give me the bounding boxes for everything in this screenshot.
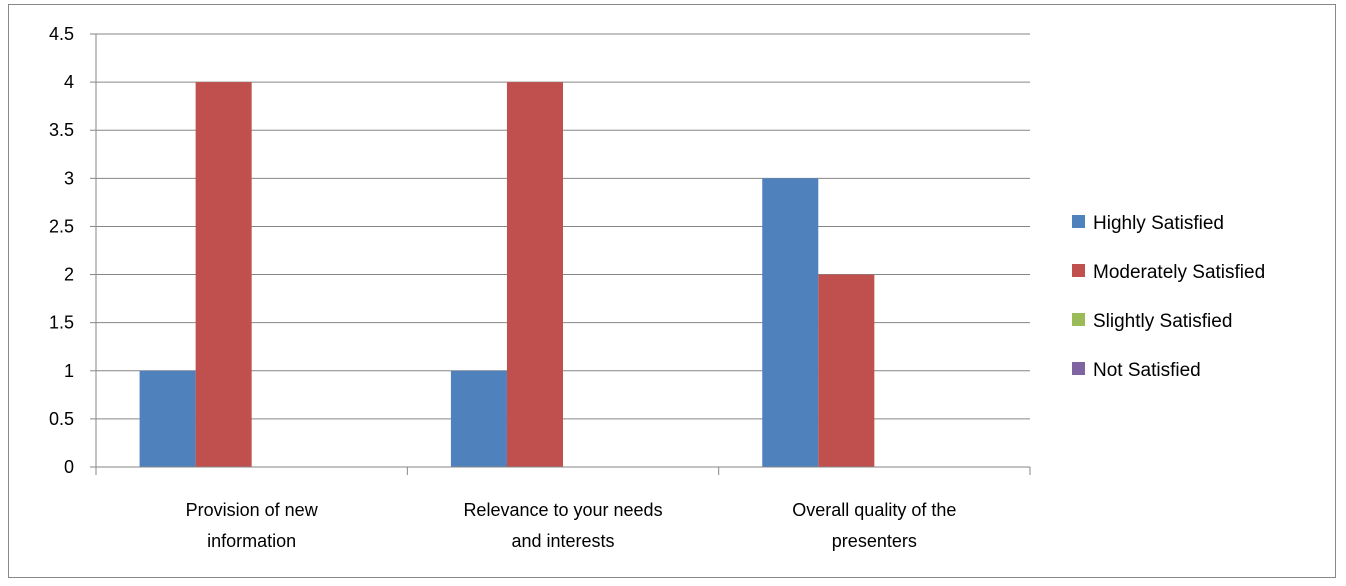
y-tick-label: 1 (64, 361, 74, 381)
axes (90, 33, 1031, 475)
y-tick-label: 3 (64, 168, 74, 188)
y-tick-label: 1.5 (49, 313, 74, 333)
y-tick-label: 0.5 (49, 409, 74, 429)
legend-swatch (1072, 215, 1085, 228)
legend-swatch (1072, 264, 1085, 277)
x-category-label: presenters (832, 531, 917, 551)
legend-swatch (1072, 362, 1085, 375)
y-tick-label: 0 (64, 457, 74, 477)
bar-highly-satisfied (450, 370, 507, 467)
x-category-label: and interests (511, 531, 614, 551)
y-tick-label: 4 (64, 72, 74, 92)
legend: Highly Satisfied Moderately Satisfied Slig… (1072, 213, 1265, 381)
legend-label: Slightly Satisfied (1093, 311, 1232, 332)
x-category-label: Overall quality of the (792, 500, 956, 520)
x-category-label: information (207, 531, 296, 551)
bar-highly-satisfied (139, 370, 196, 467)
bar-highly-satisfied (762, 178, 819, 468)
y-tick-label: 2 (64, 265, 74, 285)
legend-label: Not Satisfied (1093, 360, 1201, 381)
y-tick-labels: 0 0.5 1 1.5 2 2.5 3 3.5 4 4.5 (49, 24, 74, 477)
x-category-labels: Provision of new information Relevance to … (186, 500, 957, 551)
x-category-label: Relevance to your needs (463, 500, 662, 520)
bars (139, 82, 875, 468)
legend-label: Highly Satisfied (1093, 213, 1224, 234)
bar-moderately-satisfied (506, 82, 563, 467)
y-tick-label: 2.5 (49, 216, 74, 236)
legend-swatch (1072, 313, 1085, 326)
bar-moderately-satisfied (195, 82, 252, 467)
legend-label: Moderately Satisfied (1093, 262, 1265, 283)
bar-moderately-satisfied (818, 274, 875, 467)
y-tick-label: 3.5 (49, 120, 74, 140)
x-category-label: Provision of new (186, 500, 319, 520)
y-tick-label: 4.5 (49, 24, 74, 44)
